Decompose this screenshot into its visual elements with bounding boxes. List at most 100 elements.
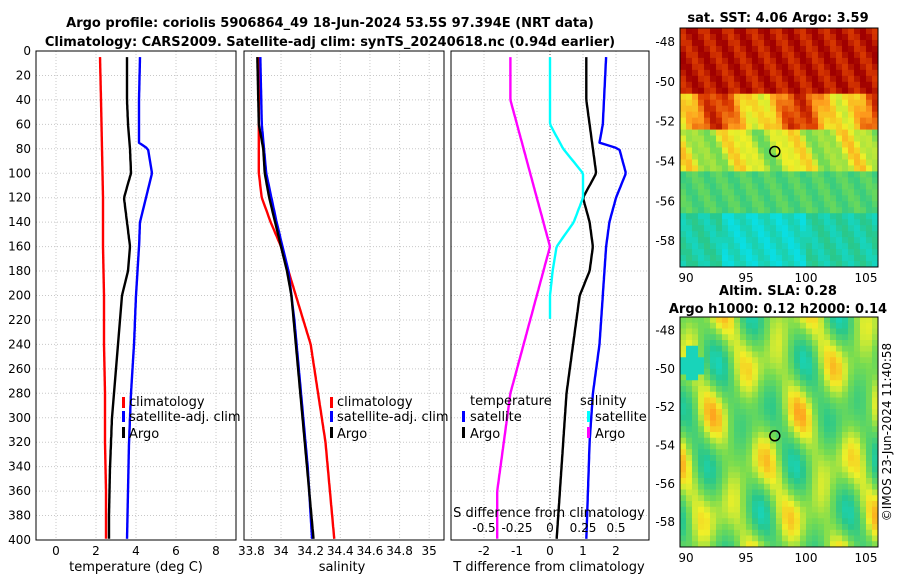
heatmap-cell — [848, 33, 855, 41]
heatmap-cell — [752, 420, 759, 427]
heatmap-cell — [770, 75, 777, 83]
heatmap-cell — [722, 368, 729, 375]
heatmap-cell — [734, 75, 741, 83]
heatmap-cell — [836, 261, 843, 268]
heatmap-cell — [770, 111, 777, 119]
heatmap-cell — [740, 117, 747, 125]
heatmap-cell — [722, 460, 729, 467]
heatmap-cell — [794, 449, 801, 456]
heatmap-cell — [788, 506, 795, 513]
heatmap-cell — [752, 75, 759, 83]
heatmap-cell — [818, 483, 825, 490]
heatmap-cell — [704, 87, 711, 95]
heatmap-cell — [710, 478, 717, 485]
heatmap-cell — [794, 489, 801, 496]
heatmap-cell — [806, 322, 813, 329]
heatmap-cell — [788, 153, 795, 160]
heatmap-cell — [680, 87, 687, 95]
heatmap-cell — [794, 45, 801, 53]
heatmap-cell — [770, 391, 777, 398]
heatmap-cell — [746, 328, 753, 335]
heatmap-cell — [800, 243, 807, 250]
heatmap-cell — [770, 322, 777, 329]
heatmap-cell — [740, 518, 747, 525]
heatmap-cell — [758, 201, 765, 208]
heatmap-cell — [752, 495, 759, 502]
heatmap-cell — [848, 117, 855, 125]
heatmap-cell — [680, 535, 687, 542]
heatmap-cell — [740, 334, 747, 341]
heatmap-cell — [806, 51, 813, 59]
heatmap-cell — [866, 123, 873, 131]
heatmap-cell — [836, 345, 843, 352]
heatmap-cell — [734, 129, 741, 137]
heatmap-cell — [746, 472, 753, 479]
heatmap-cell — [788, 455, 795, 462]
heatmap-cell — [776, 529, 783, 536]
heatmap-cell — [734, 386, 741, 393]
heatmap-cell — [806, 512, 813, 519]
heatmap-cell — [728, 345, 735, 352]
salinity-axes-frame — [243, 50, 445, 541]
heatmap-cell — [860, 129, 867, 137]
heatmap-cell — [728, 512, 735, 519]
heatmap-cell — [758, 409, 765, 416]
lat-tick-label: -50 — [655, 362, 675, 376]
heatmap-cell — [680, 219, 687, 226]
heatmap-cell — [758, 426, 765, 433]
heatmap-cell — [692, 414, 699, 421]
heatmap-cell — [758, 51, 765, 59]
heatmap-cell — [680, 123, 687, 131]
heatmap-cell — [692, 386, 699, 393]
heatmap-cell — [722, 249, 729, 256]
heatmap-cell — [770, 57, 777, 65]
heatmap-cell — [734, 397, 741, 404]
heatmap-cell — [806, 141, 813, 148]
heatmap-cell — [776, 472, 783, 479]
heatmap-cell — [722, 535, 729, 542]
heatmap-cell — [704, 135, 711, 143]
heatmap-cell — [680, 340, 687, 347]
heatmap-cell — [812, 506, 819, 513]
heatmap-cell — [800, 541, 807, 548]
heatmap-cell — [686, 153, 693, 160]
heatmap-cell — [740, 111, 747, 119]
heatmap-cell — [800, 201, 807, 208]
heatmap-cell — [770, 466, 777, 473]
heatmap-cell — [800, 159, 807, 166]
heatmap-cell — [728, 506, 735, 513]
heatmap-cell — [836, 237, 843, 244]
profile-climatology — [98, 57, 108, 539]
heatmap-cell — [800, 345, 807, 352]
legend-salinity-title: salinity — [580, 394, 627, 409]
heatmap-cell — [740, 426, 747, 433]
heatmap-cell — [812, 141, 819, 148]
heatmap-cell — [794, 340, 801, 347]
heatmap-cell — [710, 483, 717, 490]
heatmap-cell — [722, 153, 729, 160]
heatmap-cell — [758, 322, 765, 329]
heatmap-cell — [836, 403, 843, 410]
heatmap-cell — [686, 243, 693, 250]
heatmap-cell — [764, 460, 771, 467]
heatmap-cell — [752, 159, 759, 166]
heatmap-cell — [800, 93, 807, 101]
heatmap-cell — [740, 368, 747, 375]
heatmap-cell — [848, 541, 855, 548]
heatmap-cell — [854, 322, 861, 329]
heatmap-cell — [776, 237, 783, 244]
heatmap-cell — [794, 87, 801, 95]
heatmap-cell — [728, 432, 735, 439]
heatmap-cell — [704, 159, 711, 166]
heatmap-cell — [866, 39, 873, 47]
heatmap-cell — [872, 117, 879, 125]
heatmap-cell — [686, 117, 693, 125]
heatmap-cell — [680, 351, 687, 358]
heatmap-cell — [824, 518, 831, 525]
heatmap-cell — [746, 357, 753, 364]
heatmap-cell — [764, 432, 771, 439]
heatmap-cell — [872, 518, 879, 525]
heatmap-cell — [764, 317, 771, 324]
heatmap-cell — [824, 111, 831, 119]
